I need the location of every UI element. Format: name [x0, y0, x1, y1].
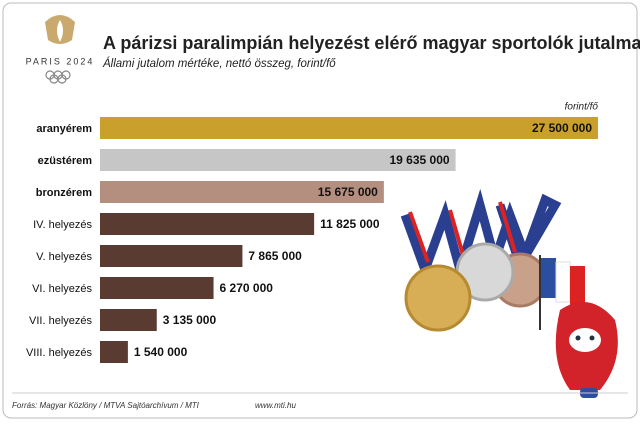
value-label: 6 270 000	[220, 281, 274, 295]
frame	[2, 2, 638, 419]
chart-subtitle: Állami jutalom mértéke, nettó összeg, fo…	[102, 57, 336, 70]
category-label: IV. helyezés	[33, 219, 92, 231]
bar	[100, 117, 598, 139]
category-label: aranyérem	[36, 123, 92, 135]
bar	[100, 149, 456, 171]
category-label: ezüstérem	[38, 155, 93, 167]
logo: PARIS 2024	[26, 15, 95, 84]
category-label: VIII. helyezés	[26, 347, 93, 359]
bar	[100, 309, 157, 331]
category-label: bronzérem	[36, 187, 92, 199]
value-label: 15 675 000	[318, 185, 378, 199]
bar	[100, 213, 315, 235]
value-label: 27 500 000	[532, 121, 592, 135]
value-label: 3 135 000	[163, 313, 217, 327]
source: Forrás: Magyar Közlöny / MTVA Sajtóarchí…	[12, 401, 200, 410]
unit-label: forint/fő	[565, 102, 599, 113]
category-label: VI. helyezés	[32, 283, 92, 295]
category-label: V. helyezés	[36, 251, 92, 263]
chart-title: A párizsi paralimpián helyezést elérő ma…	[103, 33, 640, 53]
value-label: 19 635 000	[390, 153, 450, 167]
illustration	[400, 188, 618, 398]
value-label: 7 865 000	[248, 249, 302, 263]
category-label: VII. helyezés	[29, 315, 92, 327]
bar	[100, 277, 214, 299]
website: www.mti.hu	[255, 401, 296, 410]
value-label: 11 825 000	[320, 217, 380, 231]
bar	[100, 341, 128, 363]
bar	[100, 181, 384, 203]
bar	[100, 245, 243, 267]
value-label: 1 540 000	[134, 345, 188, 359]
logo-text: PARIS 2024	[26, 56, 95, 66]
